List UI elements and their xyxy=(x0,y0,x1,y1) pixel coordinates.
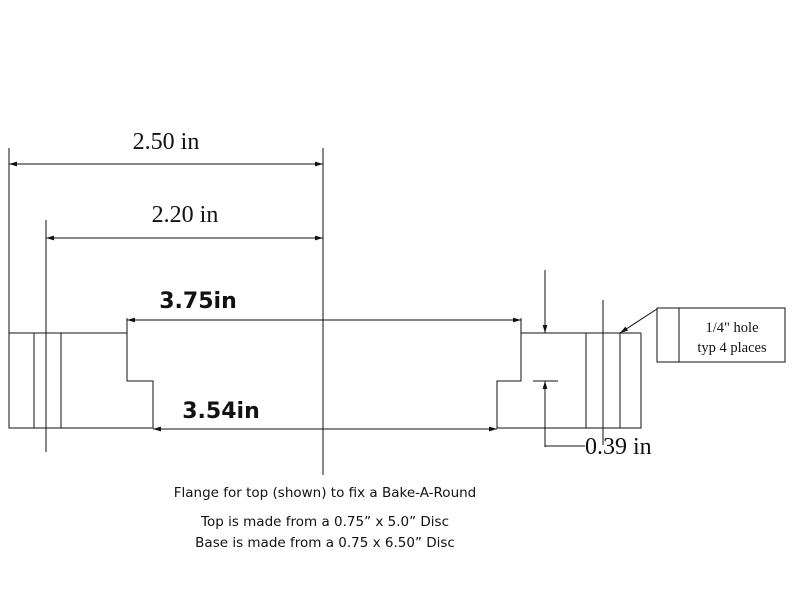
flange-profile-right xyxy=(496,332,642,429)
caption-title: Flange for top (shown) to fix a Bake-A-R… xyxy=(173,485,477,501)
hole-note-line-1: 1/4" hole xyxy=(705,320,758,336)
dim-label-2-20: 2.20 in xyxy=(152,202,219,228)
caption-top-disc: Top is made from a 0.75” x 5.0” Disc xyxy=(201,514,449,530)
hole-leader xyxy=(619,308,658,334)
hole-note-frame xyxy=(678,307,786,363)
dim-label-2-50: 2.50 in xyxy=(133,129,200,155)
dim-label-3-54: 3.54in xyxy=(182,399,259,424)
hole-note-line-2: typ 4 places xyxy=(697,340,767,356)
caption-base-disc: Base is made from a 0.75 x 6.50” Disc xyxy=(195,535,455,551)
dim-label-3-75: 3.75in xyxy=(159,289,236,314)
dim-label-0-39: 0.39 in xyxy=(585,434,652,460)
flange-profile xyxy=(8,332,154,429)
